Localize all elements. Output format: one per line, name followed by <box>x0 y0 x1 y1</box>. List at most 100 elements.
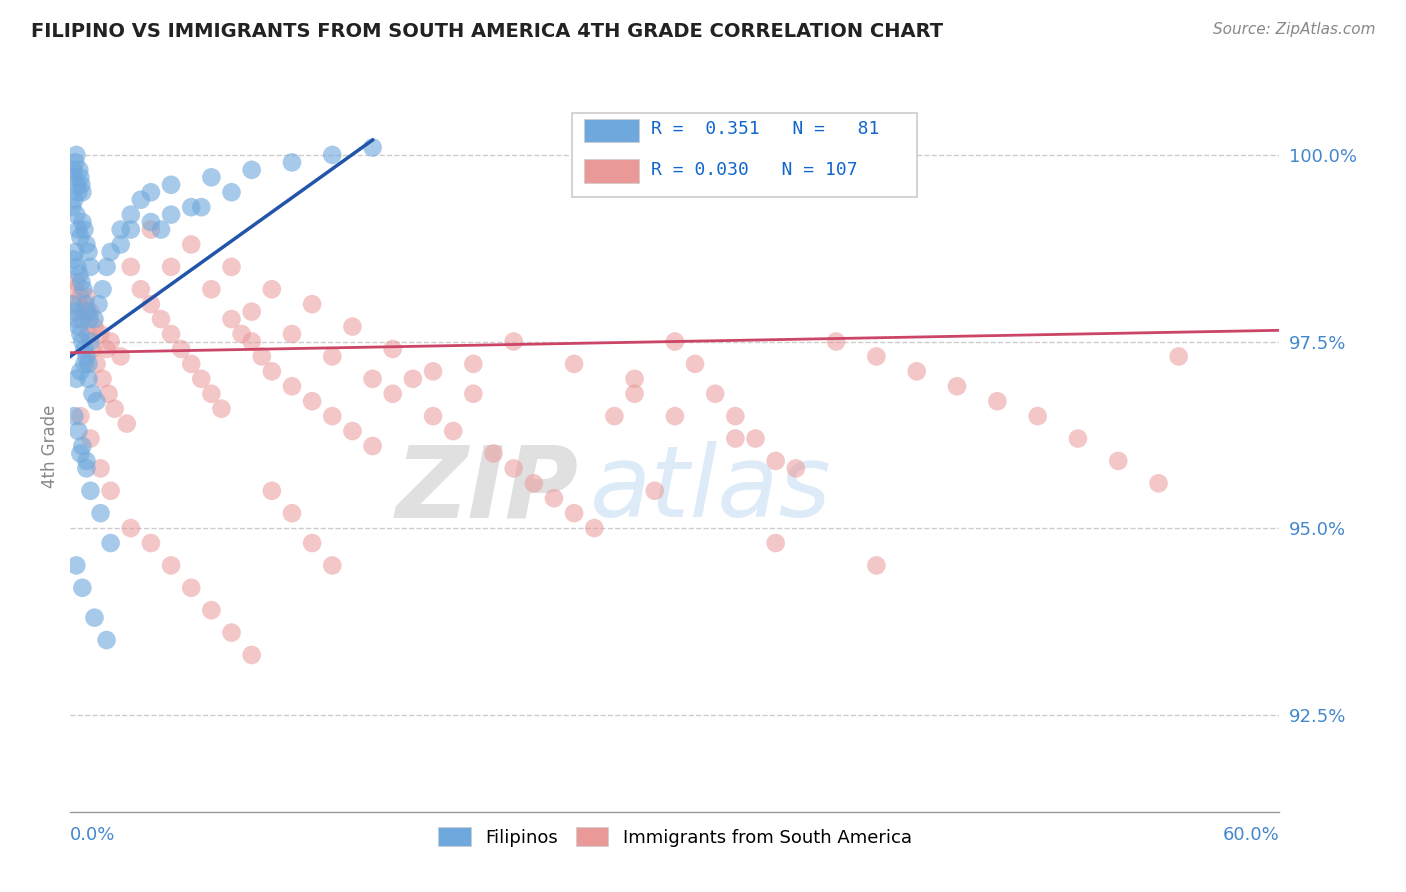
Point <box>785 461 807 475</box>
Point <box>1026 409 1049 424</box>
Point <box>825 334 848 349</box>
Text: Source: ZipAtlas.com: Source: ZipAtlas.com <box>1212 22 1375 37</box>
Point <box>73 304 96 318</box>
Point <box>77 357 100 371</box>
Point <box>502 334 524 349</box>
Point <box>281 379 304 393</box>
Point <box>90 326 111 341</box>
Point <box>65 208 87 222</box>
Y-axis label: 4th Grade: 4th Grade <box>41 404 59 488</box>
Bar <box>585 160 638 183</box>
Point <box>260 483 283 498</box>
Point <box>87 297 110 311</box>
Point <box>77 326 100 341</box>
Point <box>422 409 444 424</box>
Point <box>170 342 193 356</box>
Point <box>96 633 118 648</box>
Point <box>321 409 343 424</box>
Text: R = 0.030   N = 107: R = 0.030 N = 107 <box>651 161 858 178</box>
Point <box>75 461 97 475</box>
Legend: Filipinos, Immigrants from South America: Filipinos, Immigrants from South America <box>430 820 920 854</box>
Point <box>65 275 87 289</box>
Point <box>69 364 91 378</box>
Point <box>180 237 202 252</box>
Point <box>120 222 142 236</box>
Point <box>865 558 887 573</box>
Point <box>60 297 83 311</box>
Point <box>65 312 87 326</box>
Point <box>301 394 323 409</box>
Point <box>69 409 91 424</box>
Point <box>63 282 86 296</box>
Point <box>321 350 343 364</box>
Point <box>342 319 364 334</box>
Point <box>69 290 91 304</box>
Point <box>65 244 87 259</box>
Point <box>73 342 96 356</box>
Point <box>301 297 323 311</box>
Point <box>65 372 87 386</box>
Point <box>63 304 86 318</box>
Point <box>160 208 183 222</box>
Point <box>120 521 142 535</box>
Point <box>62 252 84 267</box>
Point <box>221 312 243 326</box>
Text: R =  0.351   N =   81: R = 0.351 N = 81 <box>651 120 879 138</box>
Text: FILIPINO VS IMMIGRANTS FROM SOUTH AMERICA 4TH GRADE CORRELATION CHART: FILIPINO VS IMMIGRANTS FROM SOUTH AMERIC… <box>31 22 943 41</box>
Point <box>260 282 283 296</box>
Point <box>523 476 546 491</box>
Point <box>139 186 162 200</box>
Point <box>361 140 384 154</box>
Point <box>90 461 111 475</box>
Point <box>69 230 91 244</box>
Point <box>160 178 183 192</box>
Point <box>744 432 766 446</box>
Point <box>76 304 98 318</box>
Point <box>724 409 747 424</box>
Point <box>281 326 304 341</box>
Point <box>240 648 263 662</box>
Point <box>100 244 122 259</box>
Point <box>765 454 787 468</box>
Point <box>139 222 162 236</box>
Point <box>623 372 645 386</box>
Point <box>240 304 263 318</box>
Point <box>86 394 108 409</box>
Point <box>240 162 263 177</box>
Point <box>683 357 706 371</box>
Point <box>73 222 96 236</box>
Point <box>96 342 118 356</box>
Point <box>562 506 585 520</box>
Point <box>72 439 94 453</box>
Point <box>65 148 87 162</box>
Point <box>104 401 127 416</box>
Point <box>65 155 87 169</box>
Point <box>75 350 97 364</box>
Point <box>644 483 666 498</box>
Point <box>139 536 162 550</box>
Point <box>664 409 686 424</box>
Point <box>422 364 444 378</box>
Point <box>946 379 969 393</box>
Point <box>120 208 142 222</box>
Point <box>72 334 94 349</box>
Point <box>543 491 565 506</box>
Point <box>361 372 384 386</box>
Point <box>75 290 97 304</box>
Point <box>72 581 94 595</box>
Point <box>63 170 86 185</box>
Point <box>83 319 105 334</box>
Text: 60.0%: 60.0% <box>1223 826 1279 845</box>
Point <box>1067 432 1090 446</box>
Point <box>90 506 111 520</box>
Point <box>160 260 183 274</box>
Point <box>211 401 233 416</box>
Point <box>1147 476 1170 491</box>
Point <box>82 342 104 356</box>
Point <box>82 386 104 401</box>
Point <box>180 200 202 214</box>
Point <box>139 297 162 311</box>
Point <box>240 334 263 349</box>
Point <box>79 312 101 326</box>
Point <box>72 215 94 229</box>
